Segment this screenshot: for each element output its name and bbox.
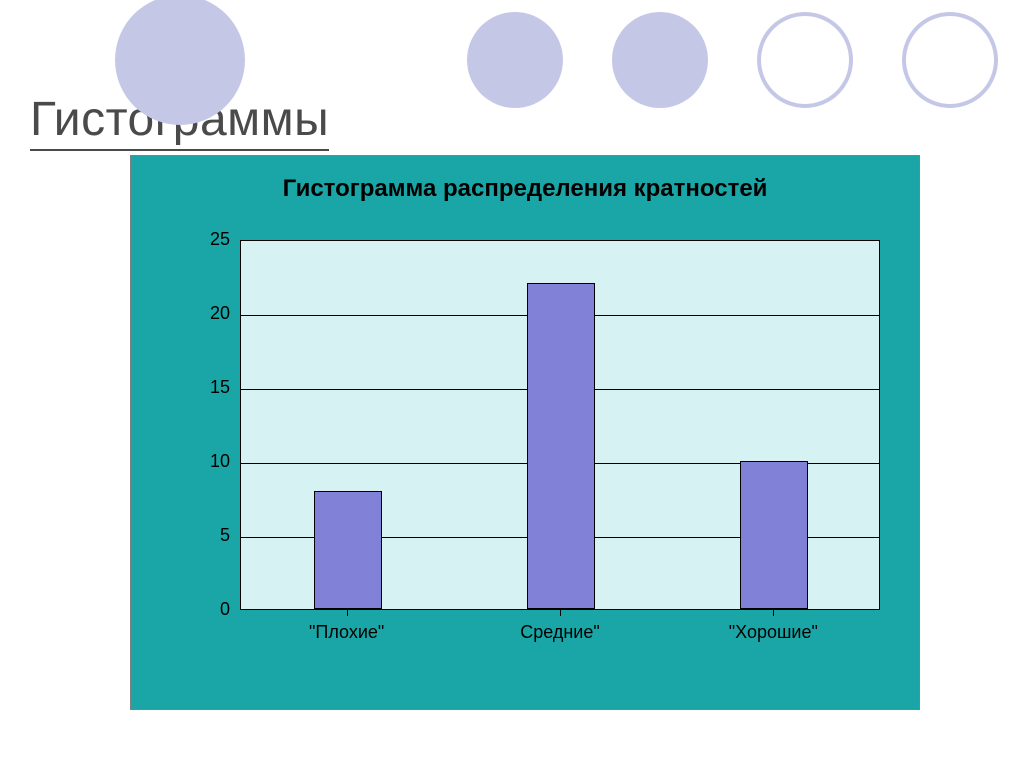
ytick-label: 15	[180, 377, 230, 398]
ytick-label: 0	[180, 599, 230, 620]
xtick-label: "Плохие"	[240, 622, 453, 643]
decor-circle-2	[612, 12, 708, 108]
decor-circle-3	[757, 12, 853, 108]
xtick-label: Средние"	[453, 622, 666, 643]
ytick-label: 20	[180, 303, 230, 324]
decor-circle-4	[902, 12, 998, 108]
xtick	[773, 610, 774, 616]
decor-circle-1	[467, 12, 563, 108]
ytick-label: 10	[180, 451, 230, 472]
ytick-label: 5	[180, 525, 230, 546]
bar-0	[314, 491, 382, 609]
decor-circle-0	[115, 0, 245, 125]
bar-2	[740, 461, 808, 609]
xtick-label: "Хорошие"	[667, 622, 880, 643]
ytick-label: 25	[180, 229, 230, 250]
xtick	[347, 610, 348, 616]
xtick	[560, 610, 561, 616]
plot-area	[240, 240, 880, 610]
chart-title: Гистограмма распределения кратностей	[130, 175, 920, 203]
bar-1	[527, 283, 595, 609]
